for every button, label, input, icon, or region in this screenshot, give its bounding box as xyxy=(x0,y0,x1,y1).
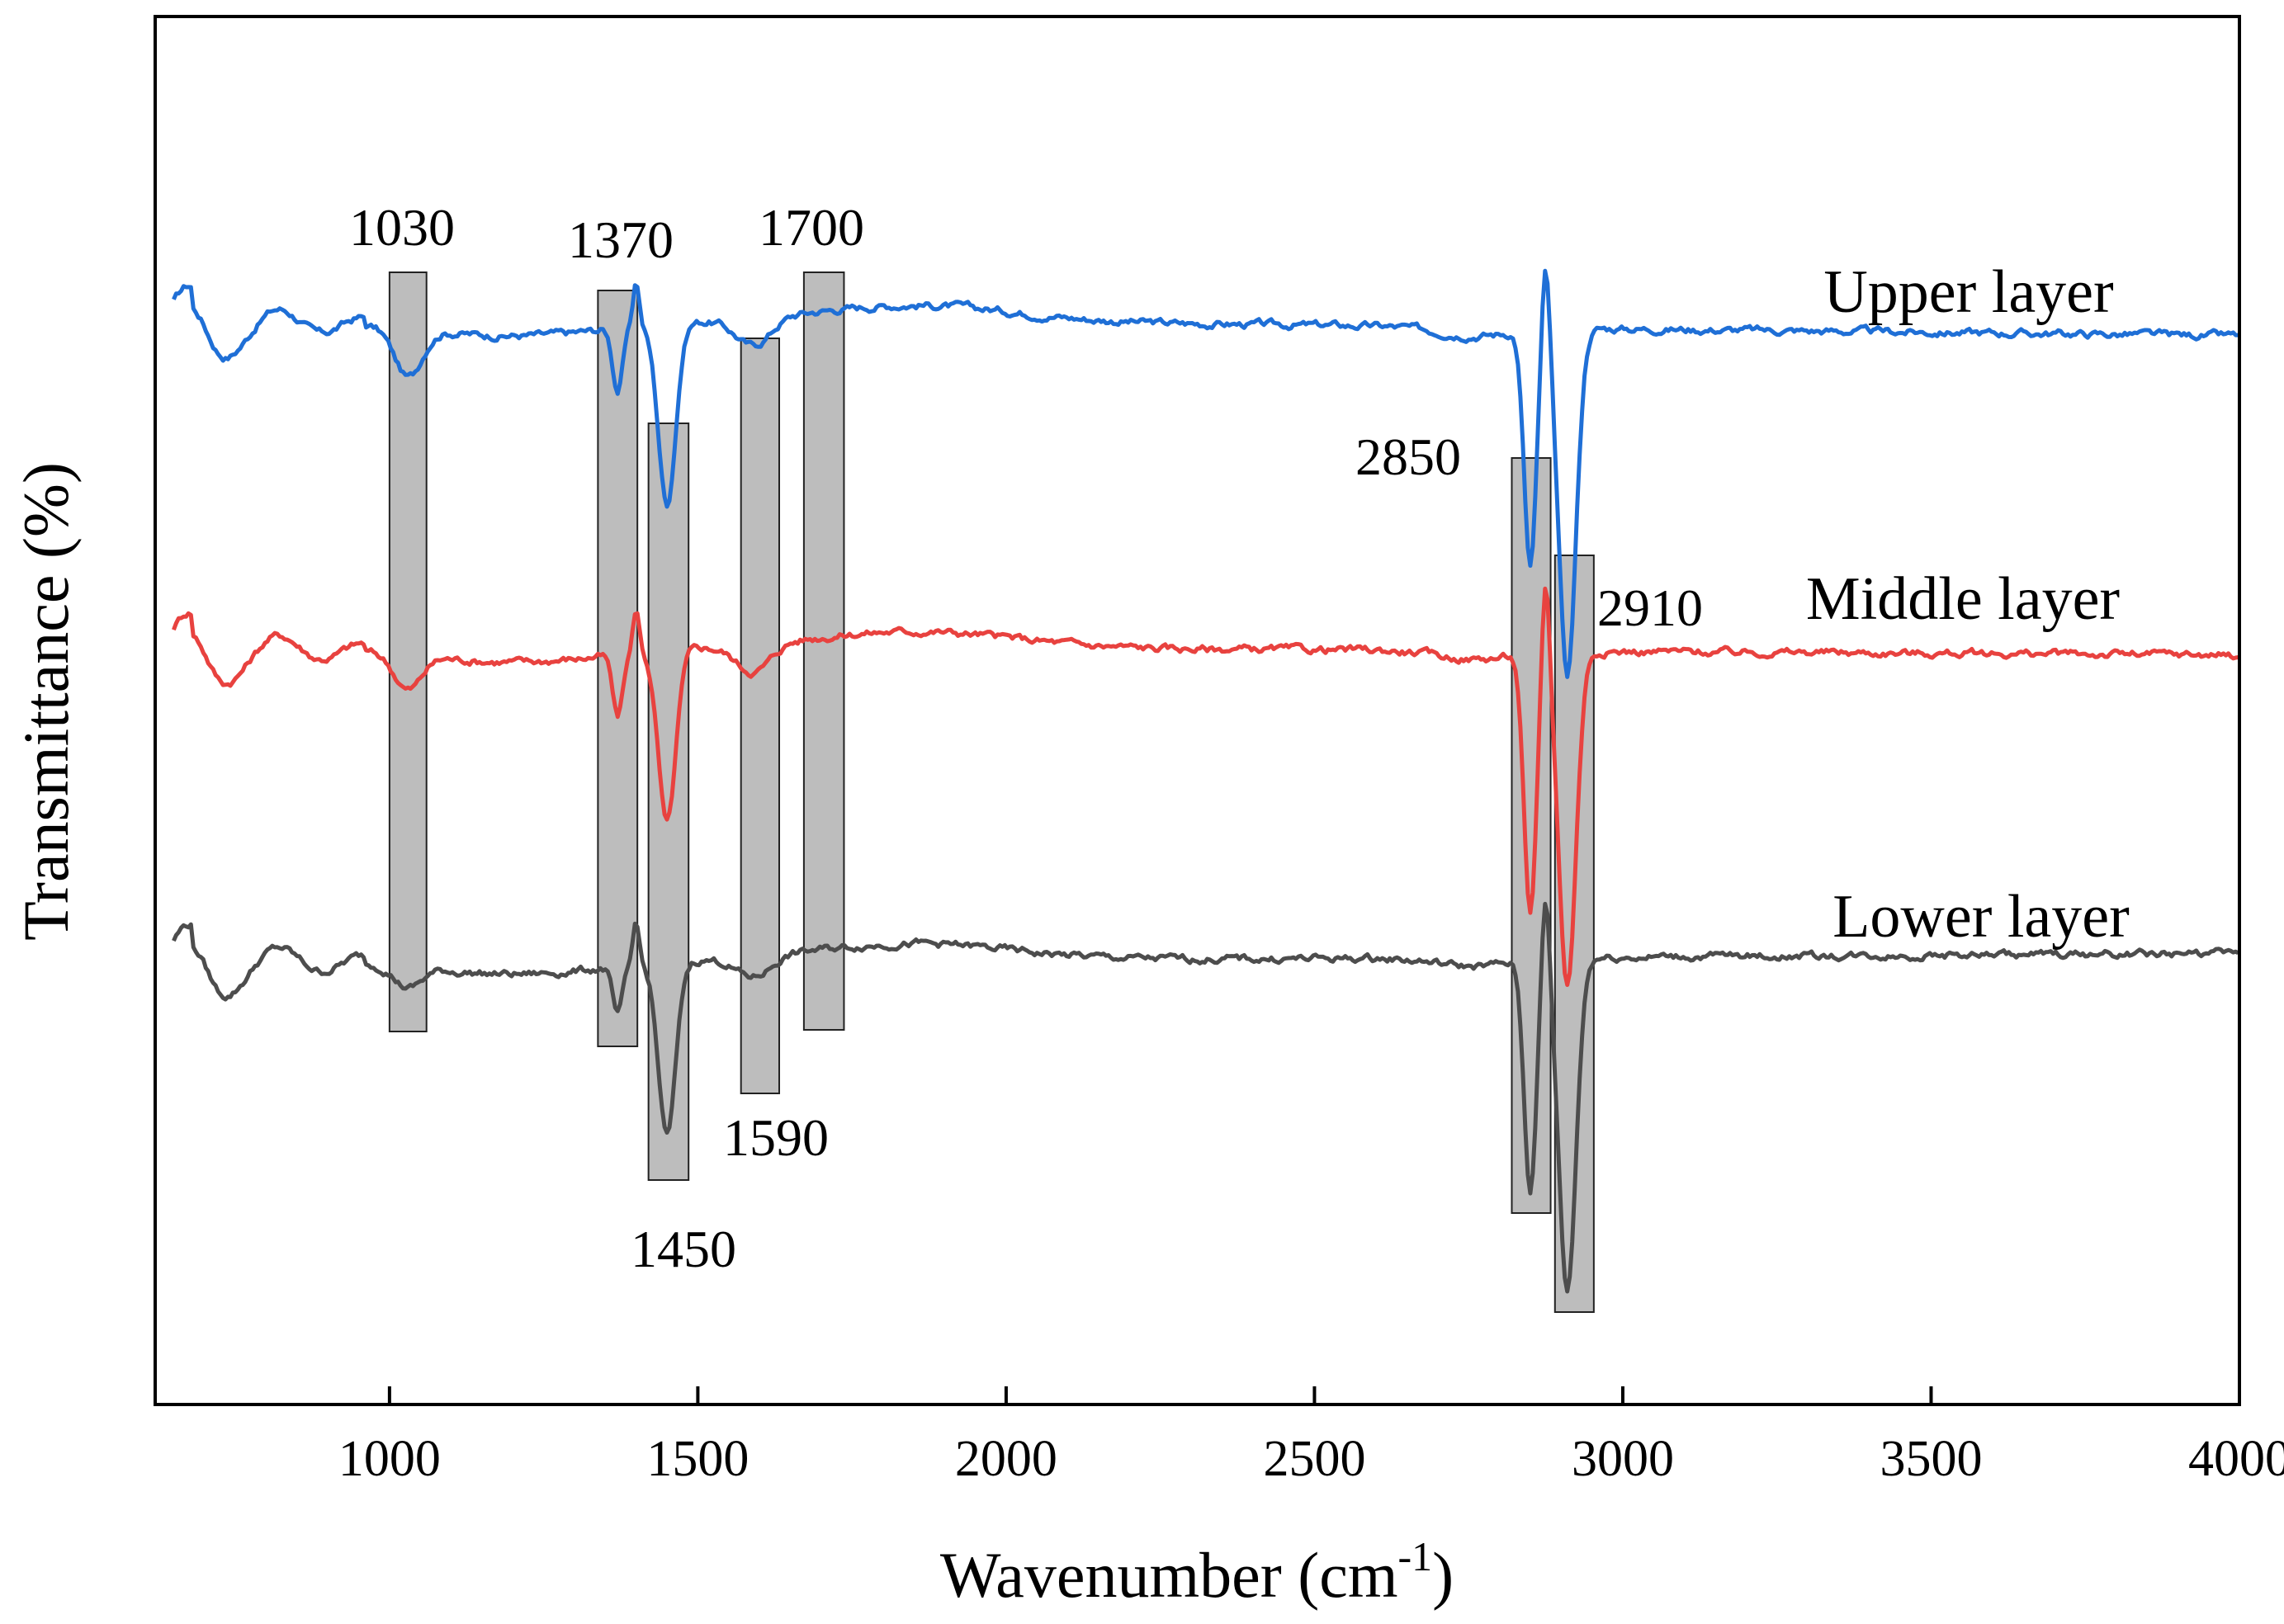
band-highlights xyxy=(388,271,1595,1313)
x-axis-title-close: ) xyxy=(1432,1539,1454,1611)
series-labels: Upper layer Middle layer Lower layer xyxy=(1806,258,2130,951)
x-tick-label: 3500 xyxy=(1880,1431,1982,1487)
x-tick-label: 3000 xyxy=(1572,1431,1674,1487)
x-axis-ticks: 1000 1500 2000 2500 3000 3500 4000 xyxy=(338,1386,2284,1487)
band-1370 xyxy=(597,290,639,1047)
x-tick-label: 2500 xyxy=(1263,1431,1365,1487)
band-label-1590: 1590 xyxy=(723,1108,829,1167)
band-label-2850: 2850 xyxy=(1355,427,1461,486)
x-tick-label: 1000 xyxy=(338,1431,441,1487)
band-label-1370: 1370 xyxy=(568,210,674,269)
plot-frame xyxy=(154,15,2241,1406)
band-2850 xyxy=(1511,457,1552,1214)
band-label-1030: 1030 xyxy=(349,198,455,257)
band-1450 xyxy=(647,423,690,1181)
band-1030 xyxy=(388,271,428,1032)
band-1590 xyxy=(740,338,781,1094)
band-label-2910: 2910 xyxy=(1597,578,1703,637)
series-label-middle-layer: Middle layer xyxy=(1806,565,2120,633)
series-label-lower-layer: Lower layer xyxy=(1832,883,2130,951)
x-tick-label: 2000 xyxy=(955,1431,1057,1487)
x-axis-title-superscript: -1 xyxy=(1398,1533,1433,1579)
x-tick-label: 4000 xyxy=(2188,1431,2284,1487)
band-label-1700: 1700 xyxy=(759,198,864,257)
series-line-upper-layer xyxy=(172,268,2239,679)
band-annotation-labels: 1030 1370 1450 1590 1700 2850 2910 xyxy=(349,198,1703,1278)
series-line-lower-layer xyxy=(172,901,2239,1294)
series-label-upper-layer: Upper layer xyxy=(1823,258,2113,326)
band-1700 xyxy=(802,271,845,1031)
band-label-1450: 1450 xyxy=(631,1220,736,1278)
series-line-middle-layer xyxy=(172,586,2239,987)
series-traces xyxy=(172,268,2239,1294)
y-axis-title: Transmittance (%) xyxy=(10,462,82,941)
x-axis-title: Wavenumber (cm-1) xyxy=(940,1533,1454,1611)
x-tick-label: 1500 xyxy=(646,1431,749,1487)
